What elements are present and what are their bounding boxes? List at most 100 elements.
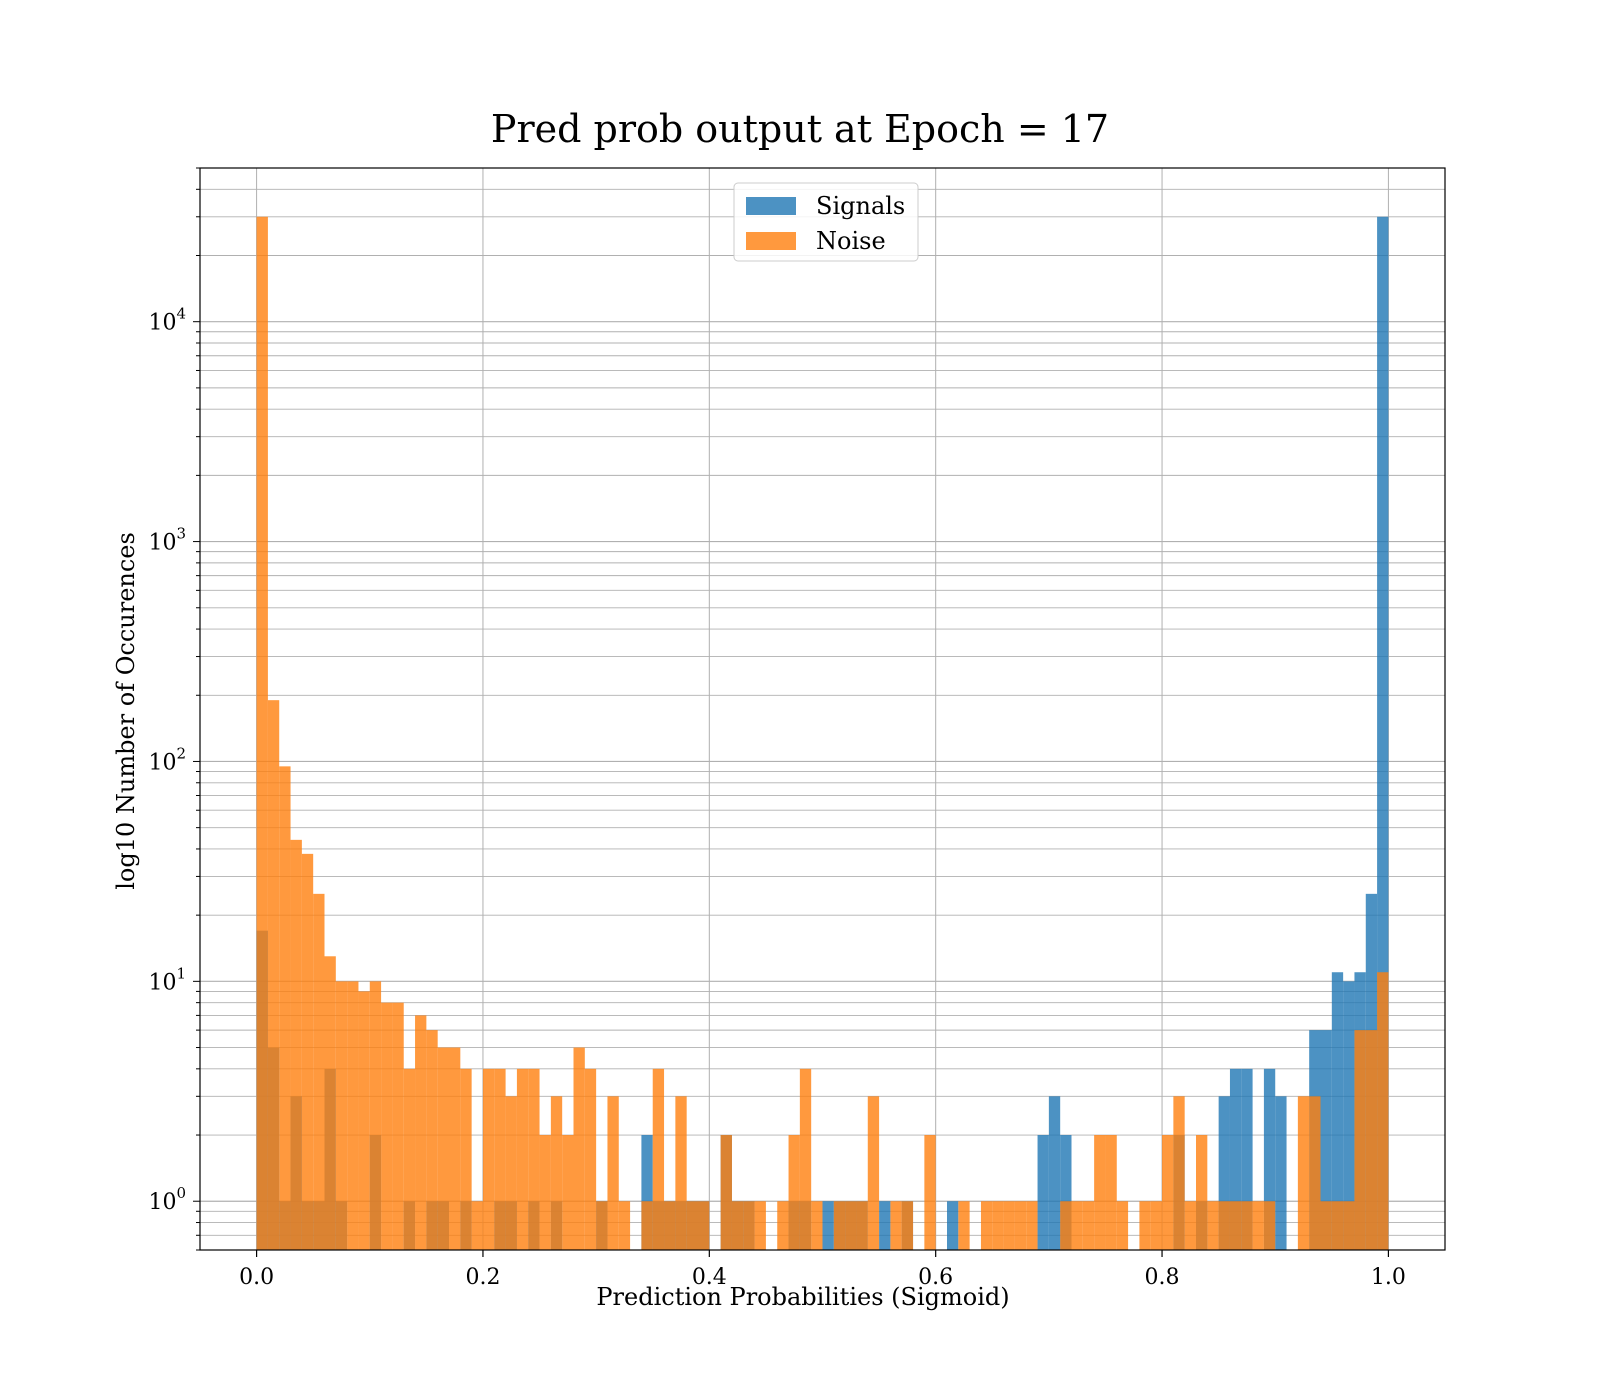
noise-bar-0 [256, 216, 268, 1251]
noise-bar-8 [347, 981, 359, 1250]
signals-bar-69 [1037, 1135, 1049, 1250]
noise-bar-3 [290, 839, 302, 1250]
signals-bar-95 [1331, 972, 1344, 1250]
noise-bar-14 [415, 1015, 427, 1250]
noise-bar-87 [1241, 1201, 1253, 1250]
noise-bar-67 [1014, 1201, 1027, 1250]
y-tick-label: 100 [148, 1184, 186, 1215]
noise-bar-64 [980, 1201, 993, 1250]
noise-bar-15 [426, 1030, 438, 1250]
noise-bar-27 [562, 1135, 574, 1250]
signals-bar-90 [1275, 1096, 1287, 1250]
noise-bar-25 [539, 1135, 551, 1250]
noise-bar-78 [1139, 1201, 1151, 1250]
noise-bar-80 [1162, 1135, 1174, 1250]
noise-bar-28 [573, 1047, 585, 1250]
noise-bar-65 [992, 1201, 1004, 1250]
y-tick-label: 103 [148, 525, 186, 556]
x-tick-label: 1.0 [1371, 1265, 1406, 1290]
noise-bar-82 [1184, 1201, 1196, 1250]
noise-bar-98 [1365, 1030, 1378, 1250]
signals-bar-99 [1377, 216, 1389, 1251]
plot-frame [199, 167, 1446, 1251]
legend-swatch-signals [746, 197, 796, 215]
noise-bar-93 [1309, 1096, 1321, 1250]
signals-bar-86 [1229, 1068, 1242, 1250]
noise-bar-74 [1094, 1135, 1106, 1250]
signals-bar-94 [1320, 1030, 1332, 1250]
noise-bar-54 [867, 1096, 880, 1250]
series-noise [256, 216, 1389, 1251]
noise-bar-5 [313, 893, 325, 1250]
noise-bar-36 [664, 1201, 676, 1250]
y-tick-label: 101 [148, 964, 186, 995]
noise-bar-30 [596, 1201, 608, 1250]
x-tick-label: 0.4 [692, 1265, 727, 1290]
noise-bar-59 [924, 1135, 936, 1250]
noise-bar-2 [279, 766, 291, 1250]
x-tick-label: 0.6 [918, 1265, 953, 1290]
noise-bar-4 [301, 853, 314, 1250]
noise-bar-83 [1196, 1135, 1208, 1250]
legend-label-signals: Signals [816, 192, 905, 220]
noise-bar-86 [1229, 1201, 1242, 1250]
noise-bar-68 [1026, 1201, 1038, 1250]
y-axis-label: log10 Number of Occurences [112, 532, 140, 890]
noise-bar-62 [958, 1201, 970, 1250]
noise-bar-51 [833, 1201, 846, 1250]
noise-bar-76 [1116, 1201, 1129, 1250]
y-tick-label: 104 [148, 305, 186, 336]
noise-bar-7 [335, 981, 348, 1250]
noise-bar-43 [743, 1201, 755, 1250]
noise-bar-41 [720, 1135, 732, 1250]
signals-bar-55 [879, 1201, 891, 1250]
noise-bar-84 [1207, 1201, 1219, 1250]
noise-bar-85 [1218, 1201, 1230, 1250]
noise-bar-96 [1343, 1201, 1355, 1250]
noise-bar-20 [482, 1068, 495, 1250]
noise-bar-95 [1331, 1201, 1344, 1250]
x-tick-label: 0.8 [1145, 1265, 1180, 1290]
noise-bar-21 [494, 1068, 506, 1250]
noise-bar-19 [471, 1201, 483, 1250]
noise-bar-88 [1252, 1201, 1264, 1250]
x-tick-label: 0.0 [239, 1265, 274, 1290]
noise-bar-97 [1354, 1030, 1366, 1250]
noise-bar-1 [267, 700, 280, 1250]
noise-bar-24 [528, 1068, 540, 1250]
noise-bar-37 [675, 1096, 687, 1250]
noise-bar-49 [811, 1201, 823, 1250]
signals-bar-89 [1263, 1068, 1276, 1250]
noise-bar-6 [324, 956, 336, 1250]
noise-bar-13 [403, 1068, 416, 1250]
x-tick-label: 0.2 [465, 1265, 500, 1290]
noise-bar-29 [584, 1068, 597, 1250]
signals-bar-87 [1241, 1068, 1253, 1250]
signals-bar-71 [1060, 1135, 1072, 1250]
noise-bar-10 [369, 981, 382, 1250]
axis-ticks: 0.0 0.2 0.4 0.6 0.8 1.0 100 101 102 103 104 [148, 167, 1406, 1290]
signals-bar-85 [1218, 1096, 1230, 1250]
signals-bar-70 [1048, 1096, 1061, 1250]
legend-label-noise: Noise [816, 227, 886, 255]
noise-bar-92 [1297, 1096, 1310, 1250]
histogram-bars [256, 216, 1389, 1251]
legend-swatch-noise [746, 232, 796, 250]
noise-bar-99 [1377, 972, 1389, 1250]
noise-bar-23 [516, 1068, 529, 1250]
noise-bar-42 [731, 1201, 744, 1250]
noise-bar-94 [1320, 1201, 1332, 1250]
noise-bar-52 [845, 1201, 857, 1250]
noise-bar-71 [1060, 1201, 1072, 1250]
signals-bar-96 [1343, 981, 1355, 1250]
chart-title: Pred prob output at Epoch = 17 [491, 107, 1109, 151]
legend: Signals Noise [733, 182, 919, 262]
noise-bar-48 [799, 1068, 812, 1250]
noise-bar-31 [607, 1096, 619, 1250]
noise-bar-79 [1150, 1201, 1163, 1250]
noise-bar-75 [1105, 1135, 1117, 1250]
noise-bar-11 [381, 1002, 393, 1250]
noise-bar-66 [1003, 1201, 1015, 1250]
noise-bar-12 [392, 1002, 404, 1250]
